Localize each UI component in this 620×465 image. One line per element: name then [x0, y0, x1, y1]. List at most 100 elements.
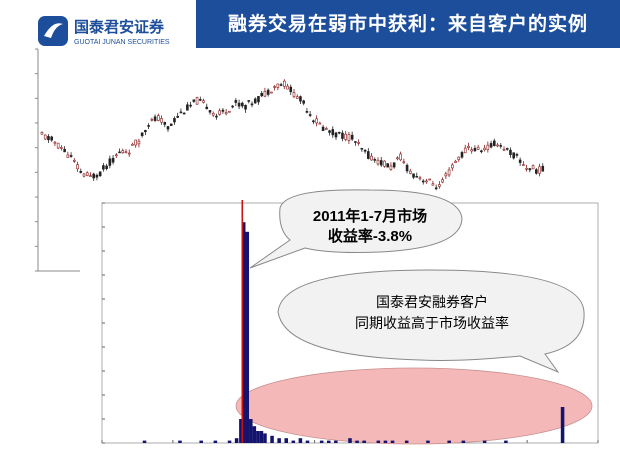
candle-body — [515, 154, 519, 156]
candle-body — [496, 144, 499, 147]
positive-return-highlight — [235, 367, 593, 445]
candle-body — [438, 184, 441, 187]
candle-body — [73, 160, 76, 162]
candle-body — [302, 100, 305, 104]
candle-body — [444, 173, 448, 177]
histogram-bar — [461, 440, 466, 443]
candle-body — [350, 134, 354, 140]
candle-body — [402, 161, 406, 164]
candle-body — [451, 164, 454, 169]
candle-body — [396, 157, 399, 160]
histogram-bar — [270, 435, 274, 443]
candle-body — [140, 132, 144, 137]
candle-body — [53, 141, 57, 144]
candle-body — [289, 86, 293, 93]
histogram-bar — [178, 440, 182, 443]
candle-body — [257, 96, 260, 103]
candle-body — [392, 162, 396, 168]
candle-body — [528, 168, 532, 171]
candle-body — [286, 85, 289, 90]
histogram-bar — [277, 438, 281, 443]
candle-body — [337, 131, 341, 134]
candle-body — [386, 163, 389, 168]
histogram-bar — [256, 431, 260, 443]
candle-body — [166, 126, 170, 130]
candle-body — [344, 133, 347, 140]
candle-body — [409, 170, 412, 174]
candle-body — [102, 165, 105, 170]
candle-body — [331, 129, 335, 136]
candle-body — [379, 160, 383, 166]
candle-body — [221, 109, 225, 112]
candle-body — [231, 105, 234, 108]
candle-body — [470, 149, 473, 152]
histogram-bar — [252, 426, 257, 443]
candle-body — [218, 110, 221, 115]
candle-body — [512, 152, 515, 159]
histogram-bar — [239, 419, 243, 443]
candle-body — [535, 169, 538, 174]
candle-body — [279, 84, 283, 86]
histogram-bar — [213, 440, 218, 443]
candle-body — [250, 103, 254, 106]
candle-body — [425, 180, 428, 183]
histogram-bar — [404, 440, 409, 443]
candle-body — [202, 100, 205, 103]
candle-body — [150, 118, 154, 121]
client-callout-line2: 同期收益高于市场收益率 — [355, 315, 509, 331]
candle-body — [50, 136, 53, 141]
candle-body — [63, 148, 66, 153]
candle-body — [79, 171, 83, 173]
histogram-bar — [376, 440, 381, 443]
candle-body — [457, 156, 461, 160]
logo-text-cn: 国泰君安证券 — [74, 18, 165, 36]
candle-body — [137, 140, 141, 145]
logo-swoosh-icon — [44, 23, 63, 38]
header: 国泰君安证券 GUOTAI JUNAN SECURITIES 融券交易在弱市中获… — [0, 0, 620, 52]
candle-body — [260, 92, 263, 97]
histogram-bar — [199, 440, 203, 443]
candle-body — [299, 96, 302, 102]
candle-body — [421, 180, 425, 183]
candle-body — [47, 136, 50, 141]
candle-body — [147, 125, 150, 127]
candle-body — [111, 157, 115, 163]
histogram-bar — [326, 440, 331, 443]
candle-body — [241, 102, 244, 107]
histogram-bar — [298, 438, 303, 443]
histogram-bar — [482, 440, 487, 443]
candle-body — [85, 172, 89, 176]
company-logo: 国泰君安证券 GUOTAI JUNAN SECURITIES — [38, 16, 170, 46]
candle-body — [376, 159, 380, 165]
candle-body — [370, 155, 373, 161]
candle-body — [315, 118, 318, 124]
candle-body — [121, 150, 125, 154]
candle-body — [40, 132, 44, 135]
candle-body — [460, 152, 464, 158]
candle-body — [105, 165, 108, 170]
histogram-bar — [142, 440, 147, 443]
candle-body — [341, 132, 344, 139]
candle-body — [415, 175, 419, 178]
candle-body — [463, 147, 467, 154]
candle-body — [360, 147, 364, 150]
page-title: 融券交易在弱市中获利：来自客户的实例 — [227, 13, 588, 35]
histogram-bar — [319, 440, 324, 443]
candle-body — [467, 145, 470, 149]
candle-body — [192, 99, 196, 102]
candle-body — [509, 149, 512, 155]
client-callout-bubble — [277, 269, 585, 374]
candle-body — [483, 147, 486, 151]
candle-body — [131, 143, 134, 146]
candle-body — [124, 151, 128, 154]
candle-body — [169, 123, 173, 126]
histogram-bar — [249, 419, 253, 443]
candle-body — [195, 97, 199, 105]
candle-body — [489, 143, 493, 148]
candle-body — [502, 148, 506, 151]
candle-body — [295, 96, 299, 99]
candle-body — [92, 173, 95, 179]
candle-body — [253, 98, 257, 104]
candle-body — [367, 151, 370, 159]
candle-body — [325, 128, 328, 130]
